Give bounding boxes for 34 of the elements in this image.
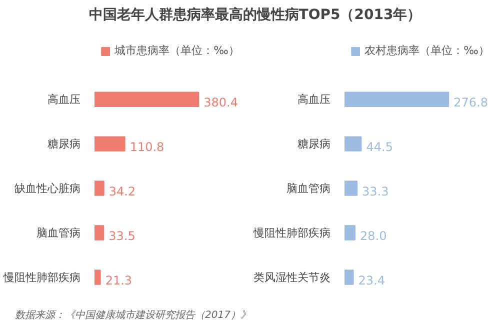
- bar: [94, 180, 104, 196]
- bar: [94, 92, 200, 107]
- bar: [94, 225, 104, 240]
- data-label: 33.3: [362, 184, 389, 198]
- data-label: 276.8: [454, 95, 488, 110]
- data-label: 23.4: [358, 273, 386, 288]
- y-tick-label: 脑血管病: [286, 182, 330, 195]
- bar: [344, 136, 362, 152]
- bar: [344, 92, 450, 107]
- y-tick-label: 糖尿病: [298, 137, 330, 150]
- y-tick-label: 慢阻性肺部疾病: [2, 270, 80, 284]
- data-label: 380.4: [204, 95, 238, 110]
- text: 中国老年人群患病率最高的慢性病TOP5（2013年）: [88, 6, 422, 25]
- data-label: 28.0: [360, 228, 387, 243]
- y-tick-label: 缺血性心脏病: [14, 182, 80, 195]
- bar: [344, 270, 354, 285]
- y-tick-label: 慢阻性肺部疾病: [252, 226, 330, 240]
- data-label: 110.8: [130, 140, 164, 154]
- y-tick-label: 高血压: [298, 92, 330, 106]
- bar: [94, 136, 126, 152]
- y-tick-label: 高血压: [48, 92, 80, 106]
- data-label: 34.2: [108, 184, 136, 198]
- y-tick-label: 类风湿性关节炎: [254, 270, 330, 284]
- legend-label: 农村患病率（单位：‰）: [364, 43, 490, 58]
- data-label: 33.5: [108, 228, 136, 243]
- data-label: 21.3: [105, 273, 132, 288]
- y-tick-label: 糖尿病: [48, 137, 80, 150]
- bar: [94, 270, 101, 285]
- bar: [344, 180, 358, 196]
- source-note: 数据来源：《中国健康城市建设研究报告（2017）》: [15, 309, 250, 323]
- bar: [344, 225, 356, 240]
- legend-label: 城市患病率（单位：‰）: [114, 43, 240, 58]
- data-label: 44.5: [366, 140, 393, 154]
- y-tick-label: 脑血管病: [36, 226, 80, 240]
